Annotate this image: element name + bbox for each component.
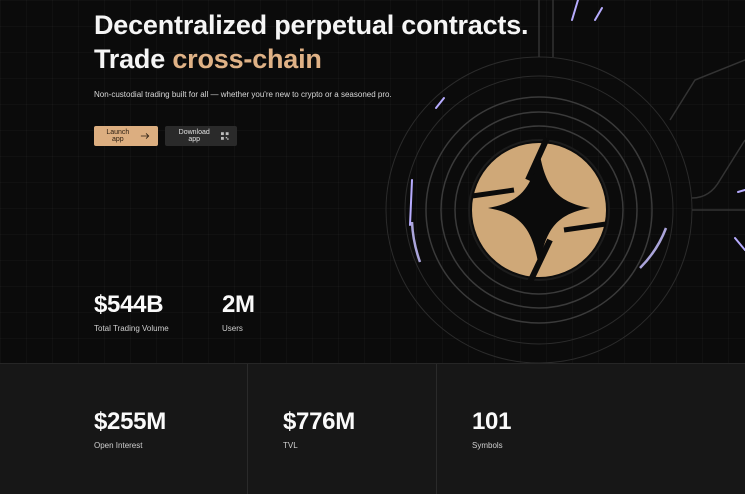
launch-app-label: Launch app <box>106 129 130 143</box>
stat-value: $544B <box>94 291 164 318</box>
stat-tvl: $776M TVL <box>283 408 355 450</box>
download-app-button[interactable]: Download app <box>165 126 237 146</box>
stat-total-trading-volume: $544B Total Trading Volume <box>94 291 169 333</box>
launch-app-button[interactable]: Launch app <box>94 126 158 146</box>
hero-headline: Decentralized perpetual contracts. Trade… <box>94 8 529 76</box>
stat-symbols: 101 Symbols <box>472 408 511 450</box>
hero-subtitle: Non-custodial trading built for all — wh… <box>94 90 392 99</box>
headline-line1: Decentralized perpetual contracts. <box>94 10 529 40</box>
headline-accent: cross-chain <box>172 44 322 74</box>
stat-value: 101 <box>472 408 512 435</box>
arrow-right-icon <box>140 133 149 139</box>
stat-label: Users <box>222 324 243 333</box>
stat-value: 2M <box>222 291 255 318</box>
stat-label: Open Interest <box>94 441 143 450</box>
stat-label: Symbols <box>472 441 503 450</box>
hero-artwork <box>385 0 745 363</box>
stat-label: Total Trading Volume <box>94 324 169 333</box>
metrics-panel: $255M Open Interest $776M TVL 101 Symbol… <box>0 363 745 494</box>
qr-code-icon <box>221 132 229 140</box>
headline-trade: Trade <box>94 44 166 74</box>
grid-background <box>0 0 745 363</box>
stat-open-interest: $255M Open Interest <box>94 408 166 450</box>
stat-value: $776M <box>283 408 355 435</box>
stat-users: 2M Users <box>222 291 255 333</box>
download-app-label: Download app <box>178 129 210 143</box>
panel-divider <box>436 364 437 494</box>
panel-divider <box>247 364 248 494</box>
stat-value: $255M <box>94 408 166 435</box>
stat-label: TVL <box>283 441 298 450</box>
